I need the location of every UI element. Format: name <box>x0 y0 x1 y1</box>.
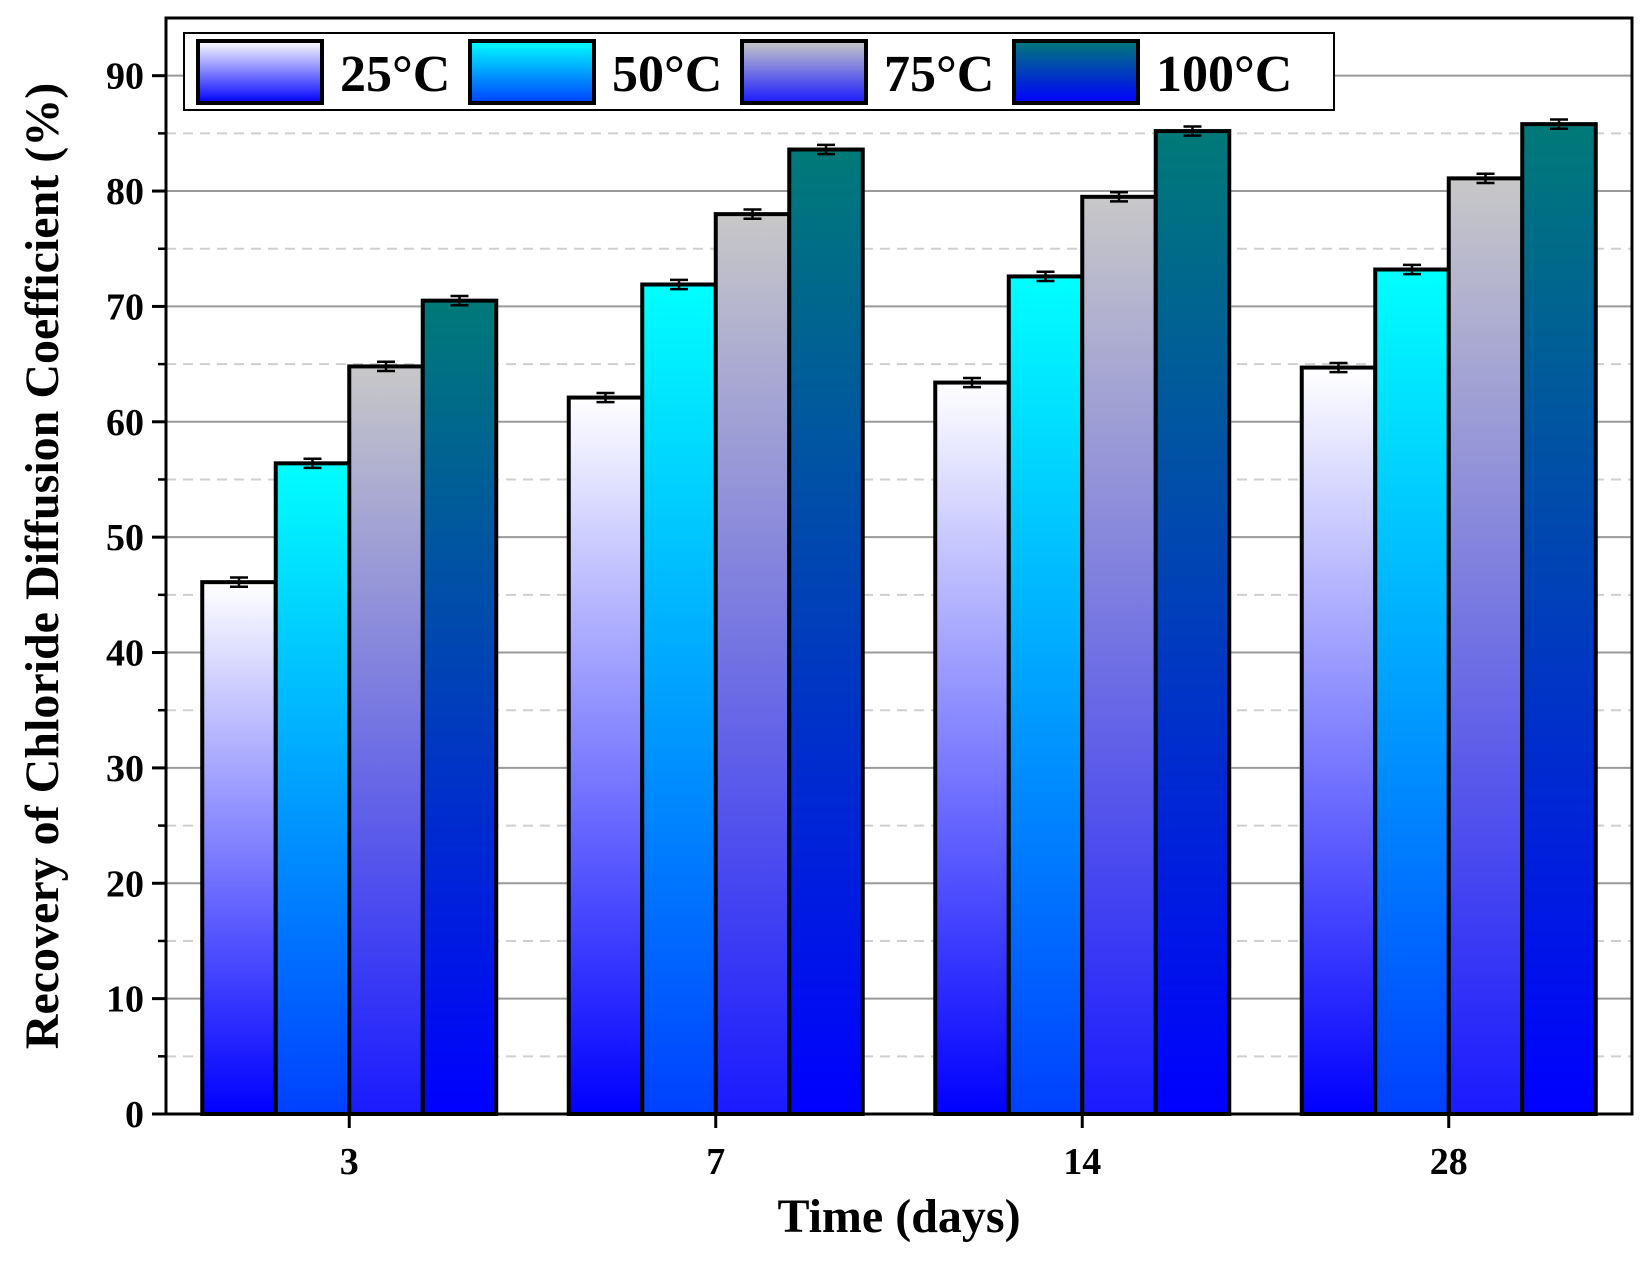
y-tick-label: 50 <box>106 517 144 559</box>
x-tick-label: 28 <box>1430 1141 1468 1183</box>
axes-layer: 0 10 20 30 40 50 60 70 80 90 3 7 14 28 <box>106 16 1634 1183</box>
bars-layer <box>200 118 1598 1117</box>
bar-100CC-day-7 <box>787 147 865 1116</box>
y-tick-label: 40 <box>106 633 144 675</box>
error-bar <box>1476 172 1495 185</box>
y-tick-label: 70 <box>106 286 144 328</box>
error-bar <box>596 391 615 404</box>
bar-75CC-day-28 <box>1446 176 1525 1116</box>
error-bar <box>303 457 322 470</box>
error-bar <box>1110 190 1128 203</box>
error-bar <box>670 278 688 291</box>
legend-swatch <box>1012 39 1140 105</box>
bar-50CC-day-14 <box>1006 274 1085 1116</box>
error-bar <box>377 360 395 373</box>
legend: 25°C 50°C 75°C 100°C <box>183 32 1335 111</box>
y-tick-label: 20 <box>106 863 144 905</box>
y-tick-label: 30 <box>106 748 144 790</box>
y-tick-label: 10 <box>106 979 144 1021</box>
error-bar <box>1550 118 1568 131</box>
legend-item: 25°C <box>196 39 450 105</box>
y-tick-label: 80 <box>106 171 144 213</box>
legend-label: 75°C <box>884 46 994 103</box>
legend-label: 50°C <box>612 46 722 103</box>
bar-75CC-day-7 <box>713 212 792 1116</box>
bar-75CC-day-3 <box>347 364 425 1116</box>
plot-frame <box>164 16 1634 1116</box>
y-axis-title: Recovery of Chloride Diffusion Coefficie… <box>16 83 69 1049</box>
legend-item: 100°C <box>1012 39 1292 105</box>
legend-item: 50°C <box>468 39 722 105</box>
y-tick-label: 90 <box>106 56 144 98</box>
error-bar <box>1329 361 1348 374</box>
legend-swatch <box>196 39 324 105</box>
y-tick-label: 0 <box>125 1094 144 1136</box>
bar-25CC-day-7 <box>566 395 645 1116</box>
y-tick-label: 60 <box>106 402 144 444</box>
bar-50CC-day-28 <box>1373 267 1451 1116</box>
error-bar <box>817 143 835 156</box>
bar-25CC-day-28 <box>1299 365 1378 1116</box>
error-bar <box>1183 125 1202 137</box>
error-bar <box>230 576 248 589</box>
bar-25CC-day-3 <box>200 580 278 1116</box>
legend-item: 75°C <box>740 39 994 105</box>
bar-100CC-day-28 <box>1520 122 1598 1116</box>
error-bar <box>743 208 762 220</box>
bar-50CC-day-3 <box>273 461 352 1117</box>
error-bar <box>1403 263 1421 276</box>
legend-swatch <box>740 39 868 105</box>
error-bar <box>1036 270 1055 283</box>
legend-swatch <box>468 39 596 105</box>
legend-label: 25°C <box>340 46 450 103</box>
legend-label: 100°C <box>1156 46 1292 103</box>
bar-50CC-day-7 <box>640 282 718 1116</box>
error-bar <box>963 376 981 389</box>
bar-75CC-day-14 <box>1080 194 1158 1117</box>
x-axis-title: Time (days) <box>777 1190 1020 1243</box>
bar-25CC-day-14 <box>933 380 1011 1116</box>
x-tick-label: 14 <box>1063 1141 1101 1183</box>
x-tick-label: 3 <box>340 1141 359 1183</box>
error-bar <box>450 294 469 307</box>
bar-100CC-day-3 <box>420 298 499 1116</box>
x-tick-label: 7 <box>706 1141 725 1183</box>
bar-100CC-day-14 <box>1153 129 1232 1117</box>
